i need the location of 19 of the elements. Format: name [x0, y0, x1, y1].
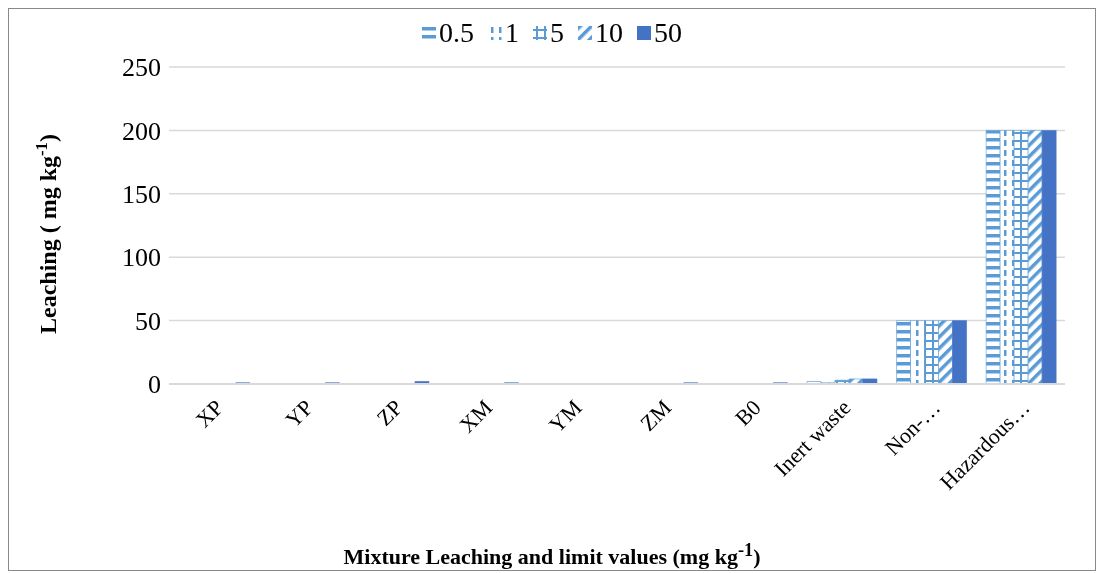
y-tick-label: 0: [148, 370, 161, 400]
y-tick-label: 250: [122, 53, 161, 83]
x-axis-title: Mixture Leaching and limit values (mg kg$^{-1}$): [343, 540, 761, 570]
x-tick-label: B0: [729, 394, 766, 431]
y-tick-label: 100: [122, 243, 161, 273]
y-tick-label: 150: [122, 180, 161, 210]
x-tick-label: ZP: [371, 394, 408, 431]
legend-label: 1: [504, 17, 519, 49]
x-tick-label: ZM: [635, 394, 677, 436]
legend-label: 0.5: [438, 17, 474, 49]
x-tick-label: XP: [190, 394, 229, 433]
legend-label: 50: [653, 17, 682, 49]
x-tick-label: YP: [280, 394, 318, 433]
x-tick-label: YM: [543, 394, 587, 438]
legend-label: 5: [549, 17, 564, 49]
x-tick-label: XM: [454, 394, 498, 438]
y-tick-label: 200: [122, 116, 161, 146]
legend-label: 10: [594, 17, 623, 49]
y-tick-label: 50: [135, 306, 161, 336]
